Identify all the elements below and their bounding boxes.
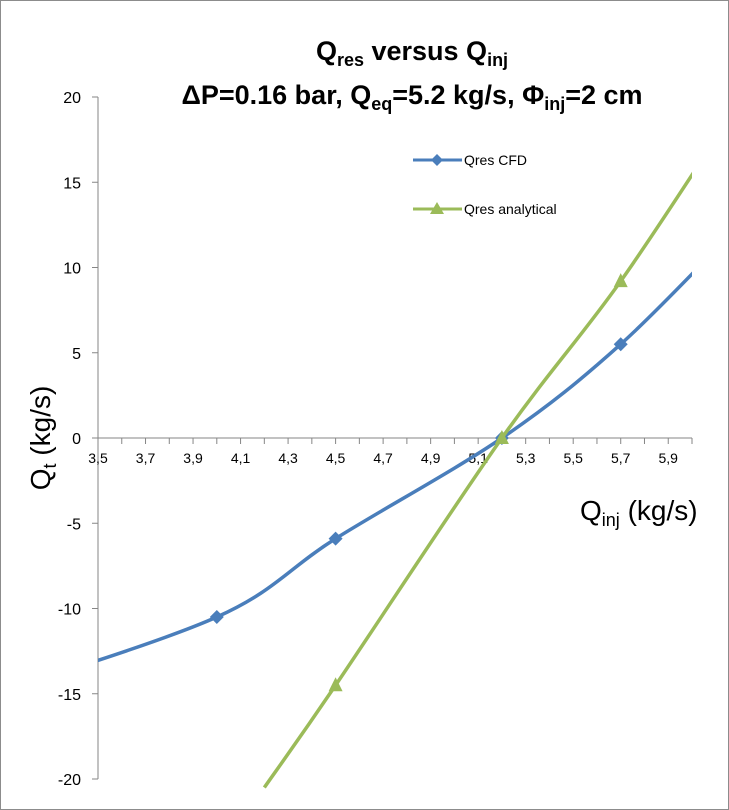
- y-tick-label: 15: [63, 175, 81, 192]
- title-sub-res: res: [337, 50, 364, 70]
- data-point-diamond: [328, 531, 343, 546]
- legend-marker-triangle: [430, 202, 444, 214]
- data-point-diamond: [209, 610, 224, 625]
- legend-item-cfd: Qres CFD: [413, 152, 527, 168]
- x-tick-label: 3,7: [136, 450, 156, 466]
- title-line2-part-1: eq: [371, 94, 392, 114]
- x-tick-label: 5,5: [563, 450, 583, 466]
- y-axis: -20 -15 -10 -5 0 5 10 15 20: [58, 90, 99, 789]
- chart-title-line2: ΔP=0.16 bar, Qeq=5.2 kg/s, Φinj=2 cm: [181, 80, 642, 114]
- chart-title-line1: Qres versus Qinj: [316, 36, 508, 70]
- data-point-triangle: [613, 273, 628, 288]
- x-axis: 3,5 3,7 3,9 4,1 4,3 4,5 4,7 4,9 5,1 5,3 5,5 5,7 5,9: [88, 437, 693, 466]
- y-tick-label: -15: [58, 687, 81, 704]
- title-sub-inj: inj: [487, 50, 508, 70]
- x-tick-label: 4,5: [326, 450, 346, 466]
- x-tick-label: 5,9: [659, 450, 679, 466]
- legend-marker-diamond: [431, 154, 443, 166]
- title-line2-part-3: inj: [544, 94, 565, 114]
- y-tick-label: 0: [72, 431, 81, 448]
- x-tick-label: 4,3: [278, 450, 298, 466]
- xlabel-sub: inj: [602, 510, 620, 530]
- x-tick-label: 5,3: [516, 450, 536, 466]
- x-tick-label: 4,7: [373, 450, 393, 466]
- title-line2-part-4: =2 cm: [565, 80, 642, 110]
- series-layer: [98, 171, 692, 789]
- x-axis-title: Qinj (kg/s): [580, 495, 698, 530]
- x-tick-label: 3,5: [88, 450, 108, 466]
- legend-label-cfd: Qres CFD: [464, 152, 527, 168]
- x-tick-label: 5,7: [611, 450, 631, 466]
- y-tick-label: -20: [58, 772, 81, 789]
- ylabel-rest: (kg/s): [25, 386, 56, 464]
- series-line-0: [98, 271, 692, 663]
- y-tick-label: 5: [72, 346, 81, 363]
- legend-label-analytical: Qres analytical: [464, 201, 557, 217]
- x-tick-label: 4,1: [231, 450, 251, 466]
- title-line2-part-0: ΔP=0.16 bar, Q: [181, 80, 371, 110]
- title-versus: versus Q: [364, 36, 487, 66]
- legend-item-analytical: Qres analytical: [413, 201, 557, 217]
- y-tick-label: -10: [58, 602, 81, 619]
- data-point-triangle: [494, 430, 509, 444]
- ylabel-sub: t: [40, 463, 60, 468]
- legend: Qres CFD Qres analytical: [413, 152, 557, 217]
- y-tick-label: 10: [63, 261, 81, 278]
- ylabel-q: Q: [25, 469, 56, 491]
- x-tick-label: 3,9: [183, 450, 203, 466]
- title-q: Q: [316, 36, 337, 66]
- y-tick-label: -5: [67, 516, 81, 533]
- data-point-triangle: [328, 677, 343, 692]
- x-tick-label: 4,9: [421, 450, 441, 466]
- title-line2-part-2: =5.2 kg/s, Φ: [392, 80, 544, 110]
- xlabel-q: Q: [580, 495, 602, 526]
- data-point-diamond: [613, 337, 628, 352]
- xlabel-rest: (kg/s): [620, 495, 698, 526]
- y-tick-label: 20: [63, 90, 81, 107]
- y-axis-title: Qt (kg/s): [25, 386, 60, 491]
